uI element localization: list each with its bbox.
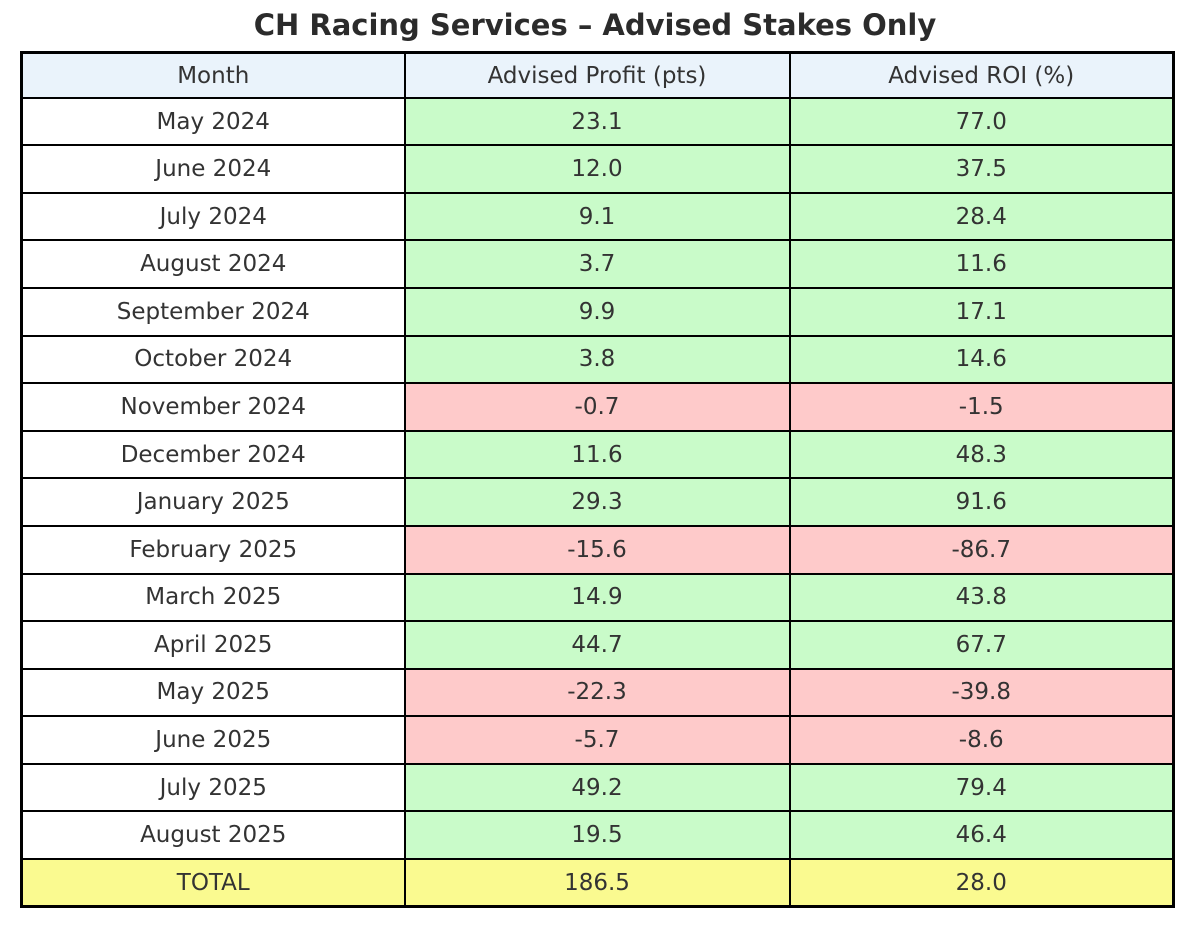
roi-cell: -86.7 [788,524,1175,575]
month-cell: December 2024 [20,429,406,480]
table-row: April 2025 44.7 67.7 [20,620,1175,670]
table-row: June 2025 -5.7 -8.6 [20,715,1175,765]
table-row: October 2024 3.8 14.6 [20,334,1175,385]
col-header-month: Month [20,51,406,99]
table-body: May 2024 23.1 77.0 June 2024 12.0 37.5 July 20… [20,96,1175,908]
roi-cell: -8.6 [788,715,1175,765]
table-row: May 2025 -22.3 -39.8 [20,667,1175,718]
month-cell: February 2025 [20,524,406,575]
col-header-roi: Advised ROI (%) [788,51,1175,99]
profit-cell: 9.9 [403,287,791,337]
roi-cell: -1.5 [788,382,1175,432]
month-cell: July 2025 [20,762,406,813]
table-row: December 2024 11.6 48.3 [20,429,1175,480]
profit-cell: 11.6 [403,429,791,480]
table-row: August 2025 19.5 46.4 [20,810,1175,860]
month-cell: TOTAL [20,858,406,908]
month-cell: August 2024 [20,239,406,290]
table-row: March 2025 14.9 43.8 [20,572,1175,623]
roi-cell: 79.4 [788,762,1175,813]
month-cell: June 2024 [20,144,406,194]
profit-cell: 186.5 [403,858,791,908]
roi-cell: 67.7 [788,620,1175,670]
roi-cell: 43.8 [788,572,1175,623]
roi-cell: 11.6 [788,239,1175,290]
month-cell: January 2025 [20,477,406,527]
profit-cell: 3.8 [403,334,791,385]
table-row: January 2025 29.3 91.6 [20,477,1175,527]
table-row: July 2024 9.1 28.4 [20,191,1175,242]
month-cell: November 2024 [20,382,406,432]
table-row: August 2024 3.7 11.6 [20,239,1175,290]
col-header-profit: Advised Profit (pts) [403,51,791,99]
table-row: June 2024 12.0 37.5 [20,144,1175,194]
roi-cell: 91.6 [788,477,1175,527]
roi-cell: 17.1 [788,287,1175,337]
roi-cell: -39.8 [788,667,1175,718]
month-cell: August 2025 [20,810,406,860]
profit-cell: 9.1 [403,191,791,242]
roi-cell: 14.6 [788,334,1175,385]
profit-cell: -15.6 [403,524,791,575]
month-cell: May 2025 [20,667,406,718]
profit-cell: -22.3 [403,667,791,718]
table-row: May 2024 23.1 77.0 [20,96,1175,147]
month-cell: June 2025 [20,715,406,765]
month-cell: September 2024 [20,287,406,337]
roi-cell: 48.3 [788,429,1175,480]
profit-cell: 14.9 [403,572,791,623]
profit-cell: -0.7 [403,382,791,432]
profit-cell: 19.5 [403,810,791,860]
profit-cell: 29.3 [403,477,791,527]
profit-cell: 23.1 [403,96,791,147]
month-cell: May 2024 [20,96,406,147]
results-table: Month Advised Profit (pts) Advised ROI (… [20,51,1175,909]
page-title: CH Racing Services – Advised Stakes Only [253,8,937,42]
table-row: July 2025 49.2 79.4 [20,762,1175,813]
profit-cell: 49.2 [403,762,791,813]
roi-cell: 46.4 [788,810,1175,860]
month-cell: April 2025 [20,620,406,670]
roi-cell: 37.5 [788,144,1175,194]
roi-cell: 28.0 [788,858,1175,908]
month-cell: July 2024 [20,191,406,242]
table-row: September 2024 9.9 17.1 [20,287,1175,337]
table-row: November 2024 -0.7 -1.5 [20,382,1175,432]
total-row: TOTAL 186.5 28.0 [20,858,1175,908]
table-row: February 2025 -15.6 -86.7 [20,524,1175,575]
profit-cell: 3.7 [403,239,791,290]
roi-cell: 28.4 [788,191,1175,242]
roi-cell: 77.0 [788,96,1175,147]
month-cell: March 2025 [20,572,406,623]
profit-cell: 44.7 [403,620,791,670]
month-cell: October 2024 [20,334,406,385]
profit-cell: -5.7 [403,715,791,765]
profit-cell: 12.0 [403,144,791,194]
header-row: Month Advised Profit (pts) Advised ROI (… [20,51,1175,99]
